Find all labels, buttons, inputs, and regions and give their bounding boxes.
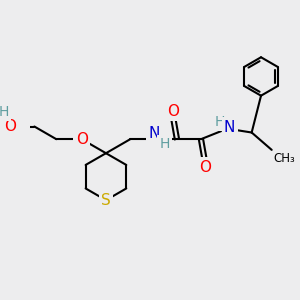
Text: H: H xyxy=(159,137,170,151)
Text: O: O xyxy=(4,119,16,134)
Text: S: S xyxy=(101,193,111,208)
Text: N: N xyxy=(148,126,160,141)
Text: H: H xyxy=(0,105,9,119)
Text: O: O xyxy=(76,132,88,147)
Text: CH₃: CH₃ xyxy=(273,152,295,165)
Text: N: N xyxy=(224,120,235,135)
Text: O: O xyxy=(167,104,179,119)
Text: O: O xyxy=(199,160,211,175)
Text: H: H xyxy=(214,115,225,129)
